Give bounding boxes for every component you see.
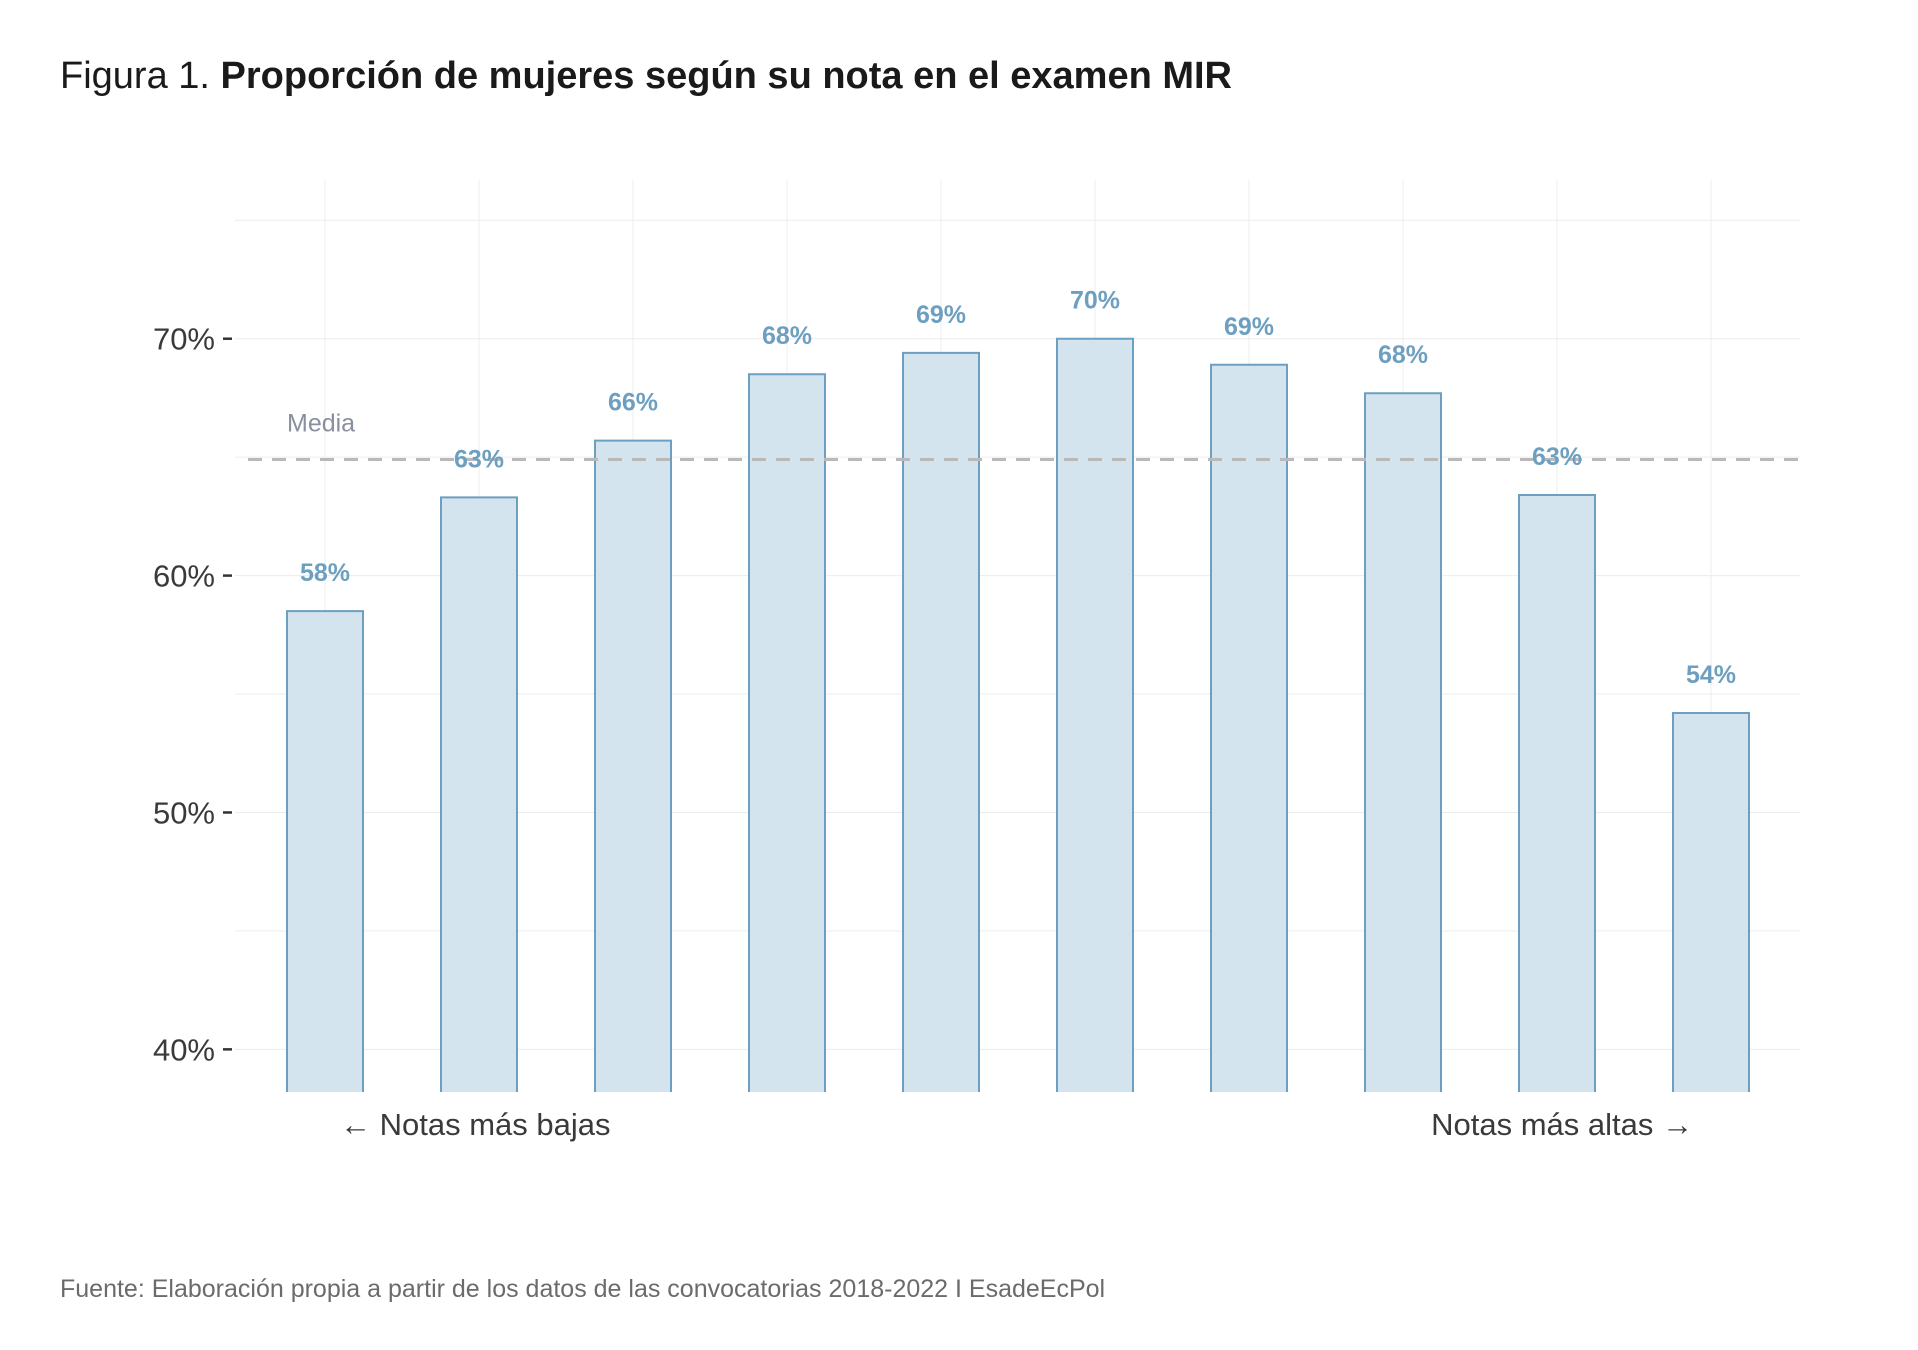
chart-title: Figura 1. Proporción de mujeres según su… [60, 50, 1232, 102]
bar-6 [1057, 338, 1133, 1093]
x-annotation-left: ← Notas más bajas [340, 1107, 611, 1142]
bar-7 [1211, 364, 1287, 1093]
bar-4 [749, 374, 825, 1092]
data-label: 58% [300, 559, 350, 587]
bar-outline-5 [902, 351, 980, 1092]
mean-reference: Media [248, 410, 1808, 462]
bar-3 [595, 440, 671, 1093]
bar-outline-7 [1210, 363, 1288, 1092]
bar-outline-3 [594, 439, 672, 1092]
data-label: 69% [916, 301, 966, 329]
data-label: 68% [1378, 341, 1428, 369]
data-label: 70% [1070, 287, 1120, 315]
bars [286, 337, 1750, 1093]
y-tick-label: 60% [153, 559, 215, 594]
bar-outline-2 [440, 496, 518, 1092]
data-label: 66% [608, 389, 658, 417]
bar-1 [287, 611, 363, 1092]
y-tick-label: 50% [153, 795, 215, 830]
figure-title: Proporción de mujeres según su nota en e… [220, 55, 1233, 97]
mean-label: Media [287, 410, 355, 438]
bar-8 [1365, 393, 1441, 1092]
bar-10 [1673, 712, 1749, 1092]
y-axis: 40% 50% 60% 70% [153, 322, 232, 1067]
bar-outline-6 [1056, 337, 1134, 1092]
bar-outline-8 [1364, 392, 1442, 1092]
y-tick-label: 70% [153, 322, 215, 357]
bar-outline-10 [1672, 711, 1750, 1092]
data-label: 63% [1532, 443, 1582, 471]
data-label: 63% [454, 445, 504, 473]
data-label: 69% [1224, 313, 1274, 341]
x-annotation-right: Notas más altas → [1431, 1107, 1693, 1142]
bar-outline-9 [1518, 494, 1596, 1092]
bar-9 [1519, 495, 1595, 1092]
data-labels: 58% 63% 66% 68% 69% 70% 69% 68% 63% 54% [300, 287, 1736, 689]
bar-2 [441, 497, 517, 1093]
bar-5 [903, 352, 979, 1092]
bar-outline-4 [748, 373, 826, 1092]
data-label: 54% [1686, 661, 1736, 689]
bar-outline-1 [286, 610, 364, 1092]
data-label: 68% [762, 322, 812, 350]
y-tick-label: 40% [153, 1032, 215, 1067]
figure-number: Figura 1. [60, 55, 210, 97]
bar-chart: Media 58% 63% 66% 68% 69% 70% 69% 68% 63% 54% 40%… [153, 180, 1808, 1142]
source-note: Fuente: Elaboración propia a partir de l… [60, 1275, 1106, 1303]
